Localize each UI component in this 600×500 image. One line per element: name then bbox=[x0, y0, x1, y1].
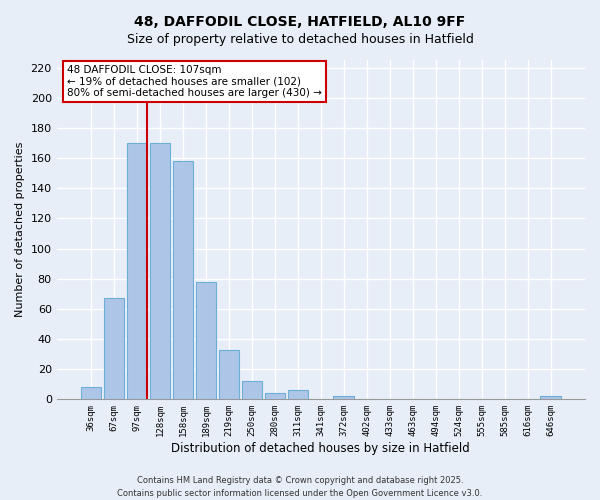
Bar bbox=[287, 390, 308, 400]
Bar bbox=[334, 396, 354, 400]
Bar bbox=[196, 282, 216, 400]
Text: 48 DAFFODIL CLOSE: 107sqm
← 19% of detached houses are smaller (102)
80% of semi: 48 DAFFODIL CLOSE: 107sqm ← 19% of detac… bbox=[67, 65, 322, 98]
Bar bbox=[80, 388, 101, 400]
Bar bbox=[218, 350, 239, 400]
Bar bbox=[541, 396, 561, 400]
Bar bbox=[104, 298, 124, 400]
X-axis label: Distribution of detached houses by size in Hatfield: Distribution of detached houses by size … bbox=[172, 442, 470, 455]
Bar bbox=[173, 161, 193, 400]
Y-axis label: Number of detached properties: Number of detached properties bbox=[15, 142, 25, 318]
Text: Size of property relative to detached houses in Hatfield: Size of property relative to detached ho… bbox=[127, 32, 473, 46]
Bar bbox=[149, 143, 170, 400]
Text: 48, DAFFODIL CLOSE, HATFIELD, AL10 9FF: 48, DAFFODIL CLOSE, HATFIELD, AL10 9FF bbox=[134, 15, 466, 29]
Bar bbox=[242, 381, 262, 400]
Bar bbox=[265, 394, 285, 400]
Text: Contains HM Land Registry data © Crown copyright and database right 2025.
Contai: Contains HM Land Registry data © Crown c… bbox=[118, 476, 482, 498]
Bar bbox=[127, 143, 148, 400]
